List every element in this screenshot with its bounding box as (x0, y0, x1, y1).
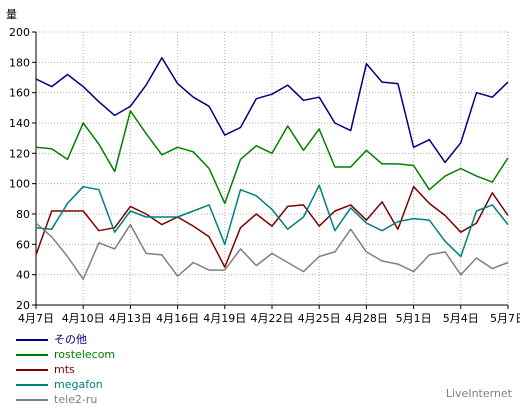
series-line-megafon (35, 184, 509, 258)
watermark: LiveInternet (445, 387, 512, 400)
y-tick-label: 20 (16, 299, 30, 312)
x-tick-label: 4月22日 (251, 312, 294, 325)
y-tick-label: 80 (16, 208, 30, 221)
x-tick-label: 4月7日 (18, 312, 54, 325)
legend-swatch (16, 369, 48, 371)
y-tick-label: 160 (9, 87, 30, 100)
legend-label: megafon (54, 378, 103, 391)
y-tick-label: 140 (9, 117, 30, 130)
y-tick-label: 40 (16, 269, 30, 282)
y-tick-label: 120 (9, 147, 30, 160)
series-line-mts (35, 185, 509, 268)
legend-label: mts (54, 363, 75, 376)
y-tick-label: 180 (9, 56, 30, 69)
y-tick-label: 60 (16, 238, 30, 251)
x-tick-label: 4月16日 (156, 312, 199, 325)
series-line-rostelecom (35, 110, 509, 205)
x-tick-label: 4月13日 (109, 312, 152, 325)
x-tick-label: 5月7日 (490, 312, 520, 325)
legend-swatch (16, 384, 48, 386)
legend-swatch (16, 399, 48, 401)
series-line-- (35, 57, 509, 164)
series-lines (35, 57, 509, 280)
y-axis-label: 量 (6, 8, 17, 21)
series-line-tele2-ru (35, 222, 509, 280)
grid-lines (36, 31, 509, 305)
legend-label: その他 (54, 333, 87, 346)
x-tick-label: 4月10日 (62, 312, 105, 325)
legend-swatch (16, 354, 48, 356)
x-tick-label: 4月28日 (345, 312, 388, 325)
legend-label: tele2-ru (54, 393, 98, 406)
x-tick-label: 5月4日 (443, 312, 479, 325)
axes (32, 31, 509, 309)
y-tick-label: 200 (9, 26, 30, 39)
x-tick-label: 5月1日 (396, 312, 432, 325)
legend-label: rostelecom (54, 348, 116, 361)
y-tick-label: 100 (9, 178, 30, 191)
tick-labels: 20 40 60 80 100 120 140 160 180 200 4月7日 4月10日 4月13日… (9, 26, 520, 325)
x-tick-label: 4月19日 (203, 312, 246, 325)
legend-swatch (16, 339, 48, 341)
x-tick-label: 4月25日 (298, 312, 341, 325)
